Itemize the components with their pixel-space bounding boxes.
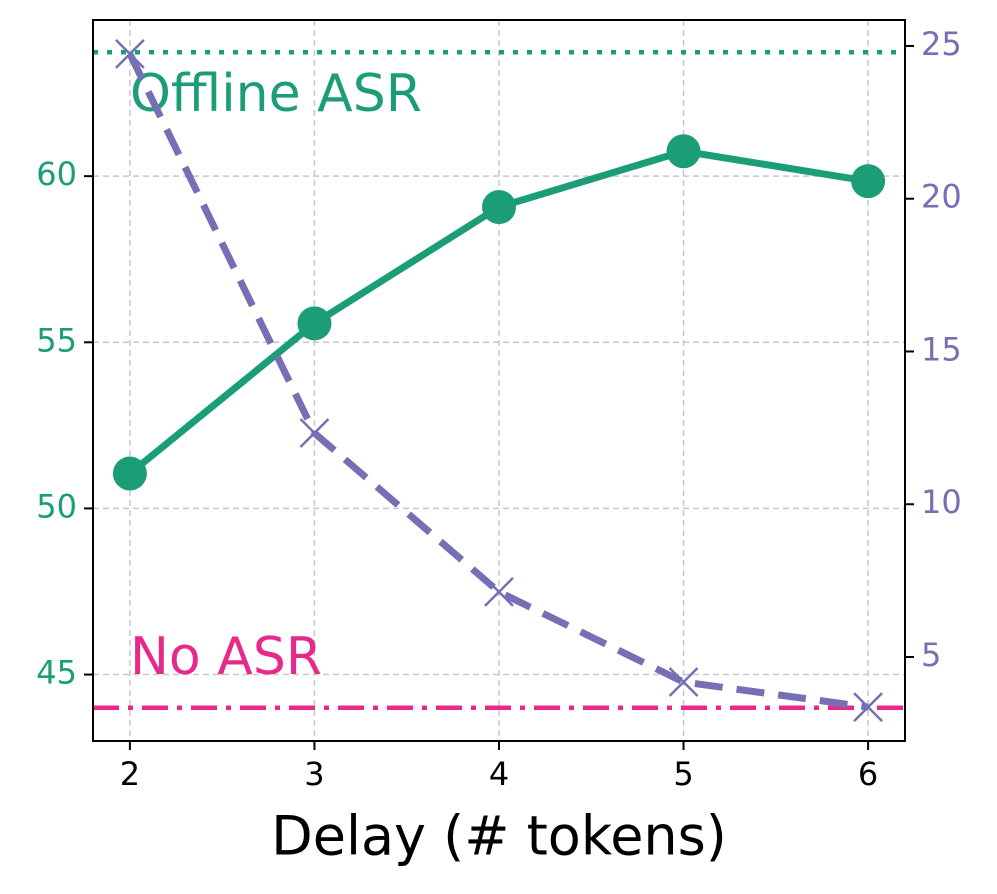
- annotation: Offline ASR: [130, 64, 422, 124]
- x-tick-label: 2: [120, 755, 140, 793]
- plot-frame: [92, 19, 906, 742]
- series-line: [126, 52, 869, 711]
- point: [299, 418, 330, 448]
- x-tick-label: 6: [858, 755, 878, 793]
- point: [482, 190, 516, 225]
- annotation: No ASR: [130, 627, 322, 687]
- y2-tick-label: 5: [921, 636, 941, 674]
- point: [112, 456, 147, 491]
- x-tick-label: 4: [489, 755, 509, 793]
- y-tick-label: 60: [36, 155, 77, 193]
- y2-tick-label: 15: [921, 330, 962, 368]
- point: [666, 134, 701, 169]
- y2-tick-label: 25: [921, 25, 962, 63]
- point: [115, 39, 145, 69]
- y-tick-label: 50: [36, 487, 77, 525]
- x-axis-label: Delay (# tokens): [271, 805, 727, 868]
- point: [668, 667, 699, 697]
- y2-tick-label: 10: [921, 483, 962, 521]
- y-tick-label: 55: [36, 321, 77, 359]
- point: [297, 306, 332, 341]
- point: [853, 692, 883, 722]
- point: [484, 577, 514, 607]
- x-tick-label: 5: [673, 755, 693, 793]
- point: [851, 164, 886, 199]
- y2-tick-label: 20: [921, 178, 962, 216]
- x-tick-label: 3: [304, 755, 324, 793]
- y-tick-label: 45: [36, 654, 77, 692]
